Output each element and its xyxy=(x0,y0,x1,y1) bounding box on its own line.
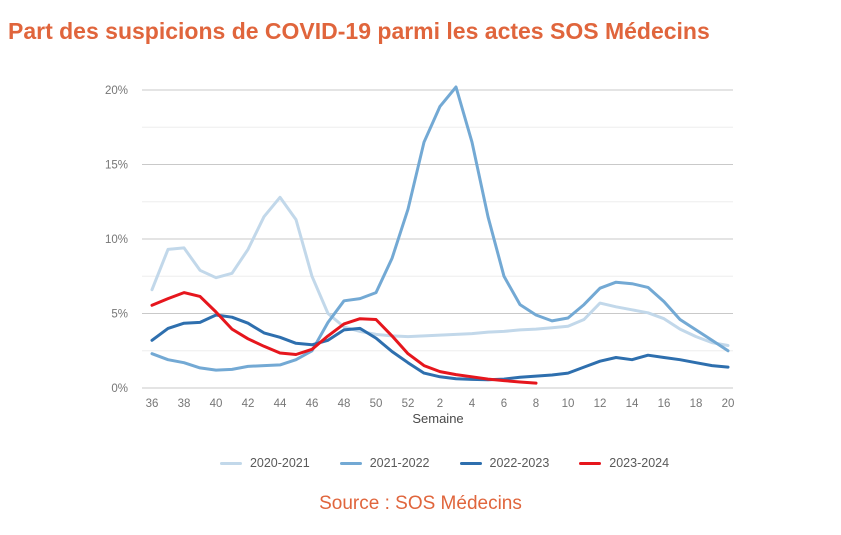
x-tick-label: 14 xyxy=(626,398,639,410)
legend: 2020-2021 2021-2022 2022-2023 2023-2024 xyxy=(24,456,841,470)
x-tick-label: 52 xyxy=(402,398,415,410)
legend-swatch-icon xyxy=(219,461,242,465)
y-tick-label: 10% xyxy=(105,234,128,246)
source-label: Source : SOS Médecins xyxy=(319,493,522,514)
x-tick-label: 8 xyxy=(533,398,539,410)
legend-swatch-icon xyxy=(459,461,482,465)
x-tick-label: 46 xyxy=(306,398,319,410)
x-tick-label: 38 xyxy=(178,398,191,410)
series-layer xyxy=(150,85,730,385)
y-tick-label: 5% xyxy=(111,309,128,321)
x-tick-label: 36 xyxy=(146,398,159,410)
x-axis-title: Semaine xyxy=(412,411,463,426)
x-tick-label: 12 xyxy=(594,398,607,410)
legend-label: 2021-2022 xyxy=(369,456,430,470)
series-line-2021-2022 xyxy=(150,85,730,372)
series-line-2022-2023 xyxy=(150,313,730,382)
y-tick-label: 0% xyxy=(111,383,128,395)
chart-title: Part des suspicions de COVID-19 parmi le… xyxy=(8,18,710,44)
x-tick-label: 50 xyxy=(370,398,383,410)
legend-item-2023-2024: 2023-2024 xyxy=(579,456,669,470)
y-tick-label: 15% xyxy=(105,160,128,172)
x-tick-label: 42 xyxy=(242,398,255,410)
x-tick-label: 20 xyxy=(722,398,735,410)
line-chart: 0%5%10%15%20% 36 38 40 42 44 46 48 50 52 2 4 6 8 10 12… xyxy=(105,85,735,426)
legend-item-2020-2021: 2020-2021 xyxy=(219,456,310,470)
grid-layer xyxy=(142,89,733,389)
y-axis-labels: 0% 5% 10% 15% 20% xyxy=(105,85,128,395)
legend-label: 2020-2021 xyxy=(249,456,310,470)
x-tick-label: 4 xyxy=(469,398,476,410)
x-tick-label: 6 xyxy=(501,398,507,410)
x-tick-label: 48 xyxy=(338,398,351,410)
x-tick-label: 44 xyxy=(274,398,287,410)
y-tick-label: 20% xyxy=(105,85,128,97)
legend-swatch-icon xyxy=(339,461,362,465)
x-tick-label: 18 xyxy=(690,398,703,410)
legend-item-2021-2022: 2021-2022 xyxy=(339,456,430,470)
series-line-2023-2024 xyxy=(150,291,538,385)
legend-item-2022-2023: 2022-2023 xyxy=(459,456,550,470)
legend-swatch-icon xyxy=(579,461,602,465)
x-tick-label: 2 xyxy=(437,398,443,410)
legend-label: 2022-2023 xyxy=(489,456,550,470)
x-tick-label: 10 xyxy=(562,398,575,410)
x-tick-label: 40 xyxy=(210,398,223,410)
x-axis-labels: 36 38 40 42 44 46 48 50 52 2 4 6 8 10 12 14 16 18 20 xyxy=(146,398,735,410)
legend-label: 2023-2024 xyxy=(609,456,670,470)
x-tick-label: 16 xyxy=(658,398,671,410)
series-line-2020-2021 xyxy=(150,195,730,347)
